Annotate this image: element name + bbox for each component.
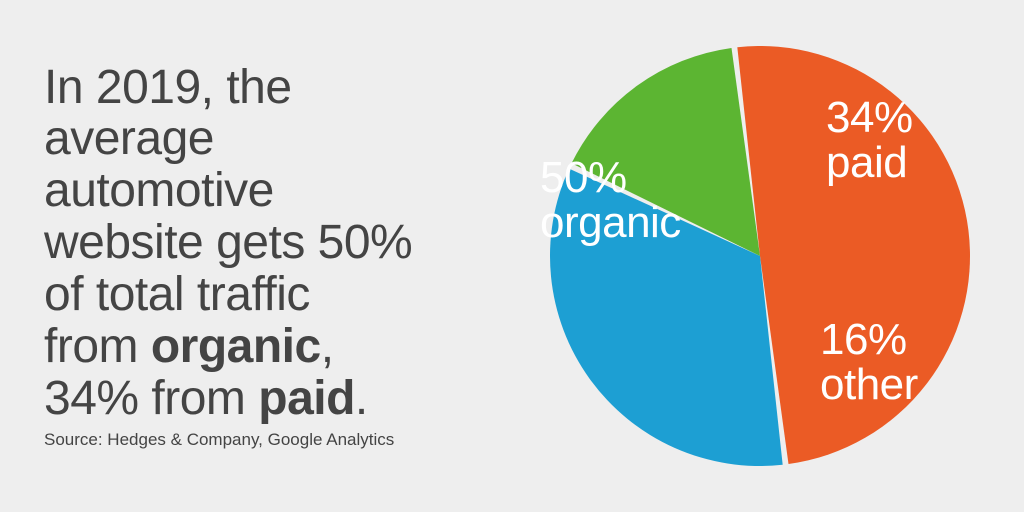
line-2: average	[44, 112, 214, 165]
line-4: website gets 50%	[44, 216, 412, 269]
line-1: In 2019, the	[44, 61, 292, 114]
pie-chart: 50%organic 34%paid 16%other	[510, 0, 1010, 512]
source-text: Source: Hedges & Company, Google Analyti…	[44, 430, 500, 450]
line-5: of total traffic	[44, 268, 310, 321]
root: In 2019, the average automotive website …	[0, 0, 1024, 512]
line-6c: ,	[321, 320, 334, 373]
line-6b-bold: organic	[151, 320, 321, 373]
slice-label-other: 16%other	[820, 318, 918, 408]
line-3: automotive	[44, 164, 274, 217]
line-7a: 34% from	[44, 372, 258, 425]
pie-svg	[510, 6, 1010, 506]
slice-label-paid: 34%paid	[826, 96, 913, 186]
line-7c: .	[355, 372, 368, 425]
slice-label-organic: 50%organic	[540, 156, 681, 246]
line-7b-bold: paid	[258, 372, 355, 425]
headline: In 2019, the average automotive website …	[44, 62, 500, 425]
text-block: In 2019, the average automotive website …	[0, 32, 510, 481]
line-6a: from	[44, 320, 151, 373]
